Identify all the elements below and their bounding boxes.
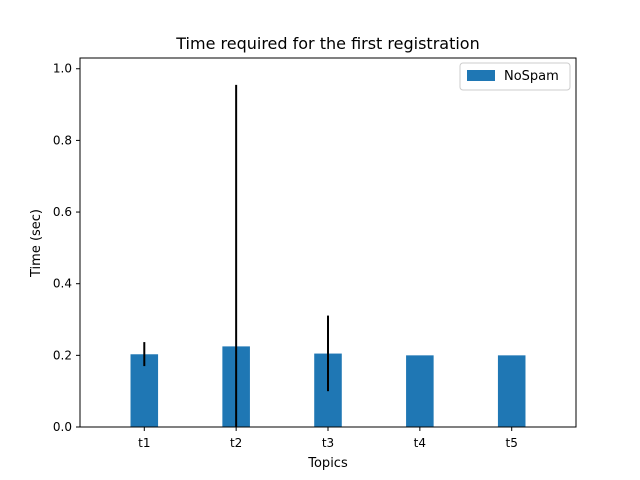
legend-swatch-nospam xyxy=(467,70,495,81)
y-axis-label: Time (sec) xyxy=(29,209,44,278)
chart-title: Time required for the first registration xyxy=(175,34,479,53)
y-tick-label-5: 1.0 xyxy=(53,62,72,76)
x-tick-label-t1: t1 xyxy=(138,436,150,450)
x-axis-label: Topics xyxy=(307,456,348,471)
y-tick-label-0: 0.0 xyxy=(53,420,72,434)
legend: NoSpam xyxy=(459,62,571,91)
x-tick-label-t3: t3 xyxy=(322,436,334,450)
legend-label-nospam: NoSpam xyxy=(504,69,559,84)
plot-area-frame xyxy=(79,57,577,428)
x-ticks-group: t1 t2 t3 t4 t5 xyxy=(138,427,518,450)
x-tick-label-t4: t4 xyxy=(414,436,426,450)
y-ticks-group: 0.0 0.2 0.4 0.6 0.8 1.0 xyxy=(53,62,80,434)
bar-t4 xyxy=(406,355,434,427)
bar-t5 xyxy=(497,355,526,427)
y-tick-label-1: 0.2 xyxy=(53,348,72,362)
y-tick-label-2: 0.4 xyxy=(53,277,72,291)
error-bars-group xyxy=(143,84,329,427)
legend-box xyxy=(459,62,571,91)
y-tick-label-3: 0.6 xyxy=(53,205,72,219)
y-tick-label-4: 0.8 xyxy=(53,133,72,147)
x-tick-label-t5: t5 xyxy=(506,436,518,450)
bar-t1 xyxy=(130,354,159,427)
x-tick-label-t2: t2 xyxy=(230,436,242,450)
